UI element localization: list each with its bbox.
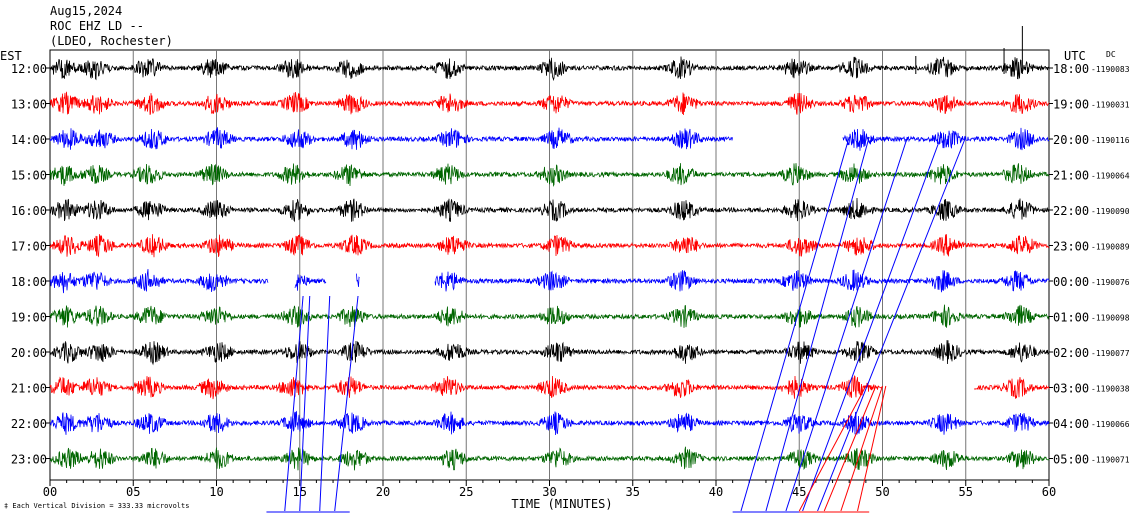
dc-offset-label: -1190076 — [1091, 278, 1130, 287]
trace-row — [49, 56, 1050, 82]
utc-hour-label: 21:00 — [1053, 169, 1089, 183]
dc-offset-label: -1190038 — [1091, 385, 1130, 394]
trace-row — [49, 340, 1050, 366]
dc-offset-label: -1190089 — [1091, 243, 1130, 252]
est-hour-label: 17:00 — [11, 240, 47, 254]
glitch-line — [857, 385, 887, 512]
network-label: (LDEO, Rochester) — [50, 34, 173, 48]
x-tick-label-25: 25 — [459, 485, 473, 499]
x-tick-label-50: 50 — [875, 485, 889, 499]
trace-row — [49, 127, 1050, 151]
trace-row — [49, 410, 1050, 436]
est-hour-label: 23:00 — [11, 453, 47, 467]
dc-offset-label: -1190098 — [1091, 314, 1130, 323]
est-hour-label: 16:00 — [11, 204, 47, 218]
vertical-division-note: ‡ Each Vertical Division = 333.33 microv… — [4, 502, 189, 510]
utc-hour-label: 02:00 — [1053, 346, 1089, 360]
dc-offset-label: -1190031 — [1091, 101, 1130, 110]
x-tick-label-35: 35 — [626, 485, 640, 499]
date-label: Aug15,2024 — [50, 4, 123, 18]
glitch-line — [765, 136, 870, 512]
x-tick-label-55: 55 — [959, 485, 973, 499]
est-hour-label: 13:00 — [11, 98, 47, 112]
trace-row — [49, 163, 1050, 187]
x-tick-label-00: 00 — [43, 485, 57, 499]
glitch-line — [823, 385, 877, 512]
dc-offset-label: -1190090 — [1091, 207, 1130, 216]
x-tick-label-40: 40 — [709, 485, 723, 499]
dc-offset-label: -1190077 — [1091, 349, 1130, 358]
trace-row — [49, 269, 1050, 294]
glitch-line — [798, 385, 867, 512]
utc-hour-label: 05:00 — [1053, 453, 1089, 467]
est-hour-label: 18:00 — [11, 275, 47, 289]
glitch-line — [785, 136, 908, 512]
utc-label: UTC — [1064, 49, 1086, 63]
x-tick-label-05: 05 — [126, 485, 140, 499]
dc-offset-label: -1190071 — [1091, 456, 1130, 465]
dc-offset-label: -1190064 — [1091, 172, 1130, 181]
est-hour-label: 12:00 — [11, 62, 47, 76]
trace-row — [49, 446, 1050, 471]
trace-row — [49, 197, 1050, 223]
glitch-line — [802, 136, 942, 512]
dc-offset-label: -1190083 — [1091, 65, 1130, 74]
glitch-line — [284, 295, 304, 512]
x-tick-label-30: 30 — [542, 485, 556, 499]
dc-offset-label: -1190116 — [1091, 136, 1130, 145]
est-hour-label: 14:00 — [11, 133, 47, 147]
est-hour-label: 22:00 — [11, 417, 47, 431]
utc-hour-label: 23:00 — [1053, 240, 1089, 254]
utc-hour-label: 01:00 — [1053, 311, 1089, 325]
est-label: EST — [0, 49, 22, 63]
station-label: ROC EHZ LD -- — [50, 19, 144, 33]
x-tick-label-10: 10 — [209, 485, 223, 499]
x-axis-title: TIME (MINUTES) — [511, 497, 612, 511]
est-hour-label: 21:00 — [11, 382, 47, 396]
x-tick-label-60: 60 — [1042, 485, 1056, 499]
glitch-line — [740, 136, 850, 512]
glitch-line — [334, 295, 359, 512]
glitch-line — [319, 295, 331, 512]
utc-hour-label: 19:00 — [1053, 98, 1089, 112]
trace-row — [49, 304, 1050, 328]
x-tick-label-15: 15 — [293, 485, 307, 499]
est-hour-label: 19:00 — [11, 311, 47, 325]
est-hour-label: 15:00 — [11, 169, 47, 183]
glitch-line — [840, 385, 883, 512]
utc-hour-label: 03:00 — [1053, 382, 1089, 396]
est-hour-label: 20:00 — [11, 346, 47, 360]
utc-hour-label: 18:00 — [1053, 62, 1089, 76]
glitch-line — [299, 295, 311, 512]
trace-row — [49, 375, 1050, 400]
dc-offset-label: -1190066 — [1091, 420, 1130, 429]
utc-hour-label: 00:00 — [1053, 275, 1089, 289]
dc-label: DC — [1106, 50, 1116, 59]
utc-hour-label: 04:00 — [1053, 417, 1089, 431]
x-tick-label-45: 45 — [792, 485, 806, 499]
trace-row — [49, 234, 1050, 258]
glitch-line — [817, 136, 967, 512]
utc-hour-label: 20:00 — [1053, 133, 1089, 147]
utc-hour-label: 22:00 — [1053, 204, 1089, 218]
x-tick-label-20: 20 — [376, 485, 390, 499]
trace-row — [49, 91, 1050, 116]
